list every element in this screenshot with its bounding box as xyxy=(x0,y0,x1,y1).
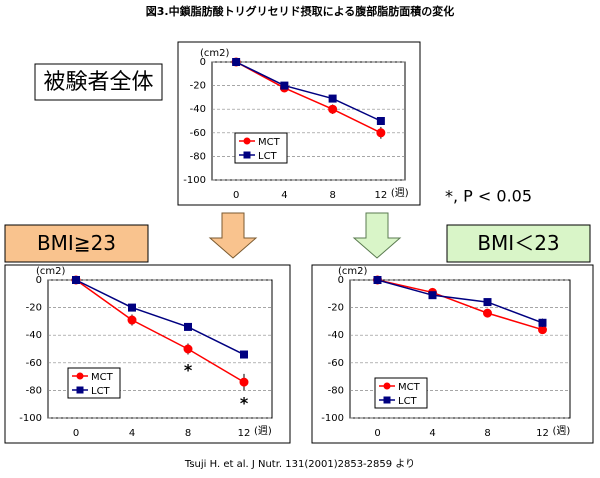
x-tick-label: 0 xyxy=(374,428,380,439)
series-line xyxy=(235,61,382,122)
title-box xyxy=(4,224,149,263)
arrow xyxy=(208,212,258,259)
point xyxy=(184,322,192,331)
point xyxy=(232,58,241,66)
legend-marker xyxy=(76,386,84,394)
legend-label: LCT xyxy=(258,151,278,162)
point xyxy=(183,344,193,354)
x-tick-label: 4 xyxy=(129,428,135,439)
y-axis-label: (cm2) xyxy=(338,266,368,277)
series-line xyxy=(377,279,543,331)
title-box xyxy=(446,224,591,263)
legend-label: LCT xyxy=(91,386,111,397)
y-tick-label: -100 xyxy=(19,413,42,424)
y-tick-label: -80 xyxy=(328,385,344,396)
legend-label: MCT xyxy=(398,382,421,393)
figure-title: 図3.中鎖脂肪酸トリグリセリド摂取による腹部脂肪面積の変化 xyxy=(146,4,455,18)
x-tick-label: 0 xyxy=(233,190,239,201)
legend-label: LCT xyxy=(398,396,418,407)
y-tick-label: -60 xyxy=(26,358,42,369)
point xyxy=(72,276,80,284)
y-tick-label: -40 xyxy=(328,330,344,341)
series-line xyxy=(377,279,543,324)
title-box xyxy=(34,63,163,101)
x-tick-label: 12 xyxy=(536,428,549,439)
chart-title: 被験者全体 xyxy=(43,70,153,95)
annotation: * xyxy=(184,361,193,380)
chart-title: BMI＜23 xyxy=(477,231,559,255)
point xyxy=(538,318,547,327)
x-tick-label: 8 xyxy=(185,428,191,439)
point xyxy=(483,298,492,307)
source: Tsuji H. et al. J Nutr. 131(2001)2853-28… xyxy=(184,458,415,470)
point xyxy=(239,377,249,387)
x-tick-label: 4 xyxy=(429,428,435,439)
arrow xyxy=(352,212,402,259)
x-axis-label: (週) xyxy=(553,425,571,437)
y-tick-label: 0 xyxy=(200,57,206,68)
legend-marker xyxy=(383,382,391,390)
legend-marker xyxy=(243,137,251,145)
y-tick-label: -20 xyxy=(190,81,206,92)
legend-label: MCT xyxy=(91,372,114,383)
y-axis-label: (cm2) xyxy=(36,266,66,277)
x-tick-label: 4 xyxy=(281,190,287,201)
point xyxy=(428,291,437,300)
x-tick-label: 8 xyxy=(329,190,335,201)
y-tick-label: -60 xyxy=(190,128,206,139)
x-tick-label: 12 xyxy=(238,428,251,439)
x-axis-label: (週) xyxy=(391,187,409,199)
x-tick-label: 8 xyxy=(484,428,490,439)
point xyxy=(240,350,248,359)
y-axis-label: (cm2) xyxy=(200,48,230,59)
y-tick-label: -60 xyxy=(328,358,344,369)
point xyxy=(483,308,492,318)
annotation: * xyxy=(240,394,249,413)
legend-marker xyxy=(383,396,391,404)
point xyxy=(373,276,382,284)
point xyxy=(127,315,137,325)
x-tick-label: 12 xyxy=(375,190,388,201)
point xyxy=(376,117,385,125)
chart-title: BMI≧23 xyxy=(37,231,116,255)
series-line xyxy=(75,279,245,383)
y-tick-label: -40 xyxy=(26,330,42,341)
x-axis-label: (週) xyxy=(254,425,272,437)
y-tick-label: -80 xyxy=(190,151,206,162)
legend-marker xyxy=(243,151,251,159)
y-tick-label: -100 xyxy=(183,175,206,186)
point xyxy=(328,104,338,114)
point xyxy=(280,81,289,90)
point xyxy=(376,128,386,138)
x-tick-label: 0 xyxy=(73,428,79,439)
y-tick-label: 0 xyxy=(338,275,344,286)
legend-label: MCT xyxy=(258,137,281,148)
y-tick-label: -100 xyxy=(321,413,344,424)
series-line xyxy=(75,279,245,356)
legend-marker xyxy=(76,372,84,380)
y-tick-label: -20 xyxy=(328,303,344,314)
point xyxy=(128,303,136,312)
y-tick-label: -80 xyxy=(26,385,42,396)
y-tick-label: -20 xyxy=(26,303,42,314)
significance-note: *, P < 0.05 xyxy=(445,187,532,206)
point xyxy=(328,94,337,103)
series-line xyxy=(235,61,382,134)
y-tick-label: 0 xyxy=(36,275,42,286)
y-tick-label: -40 xyxy=(190,104,206,115)
